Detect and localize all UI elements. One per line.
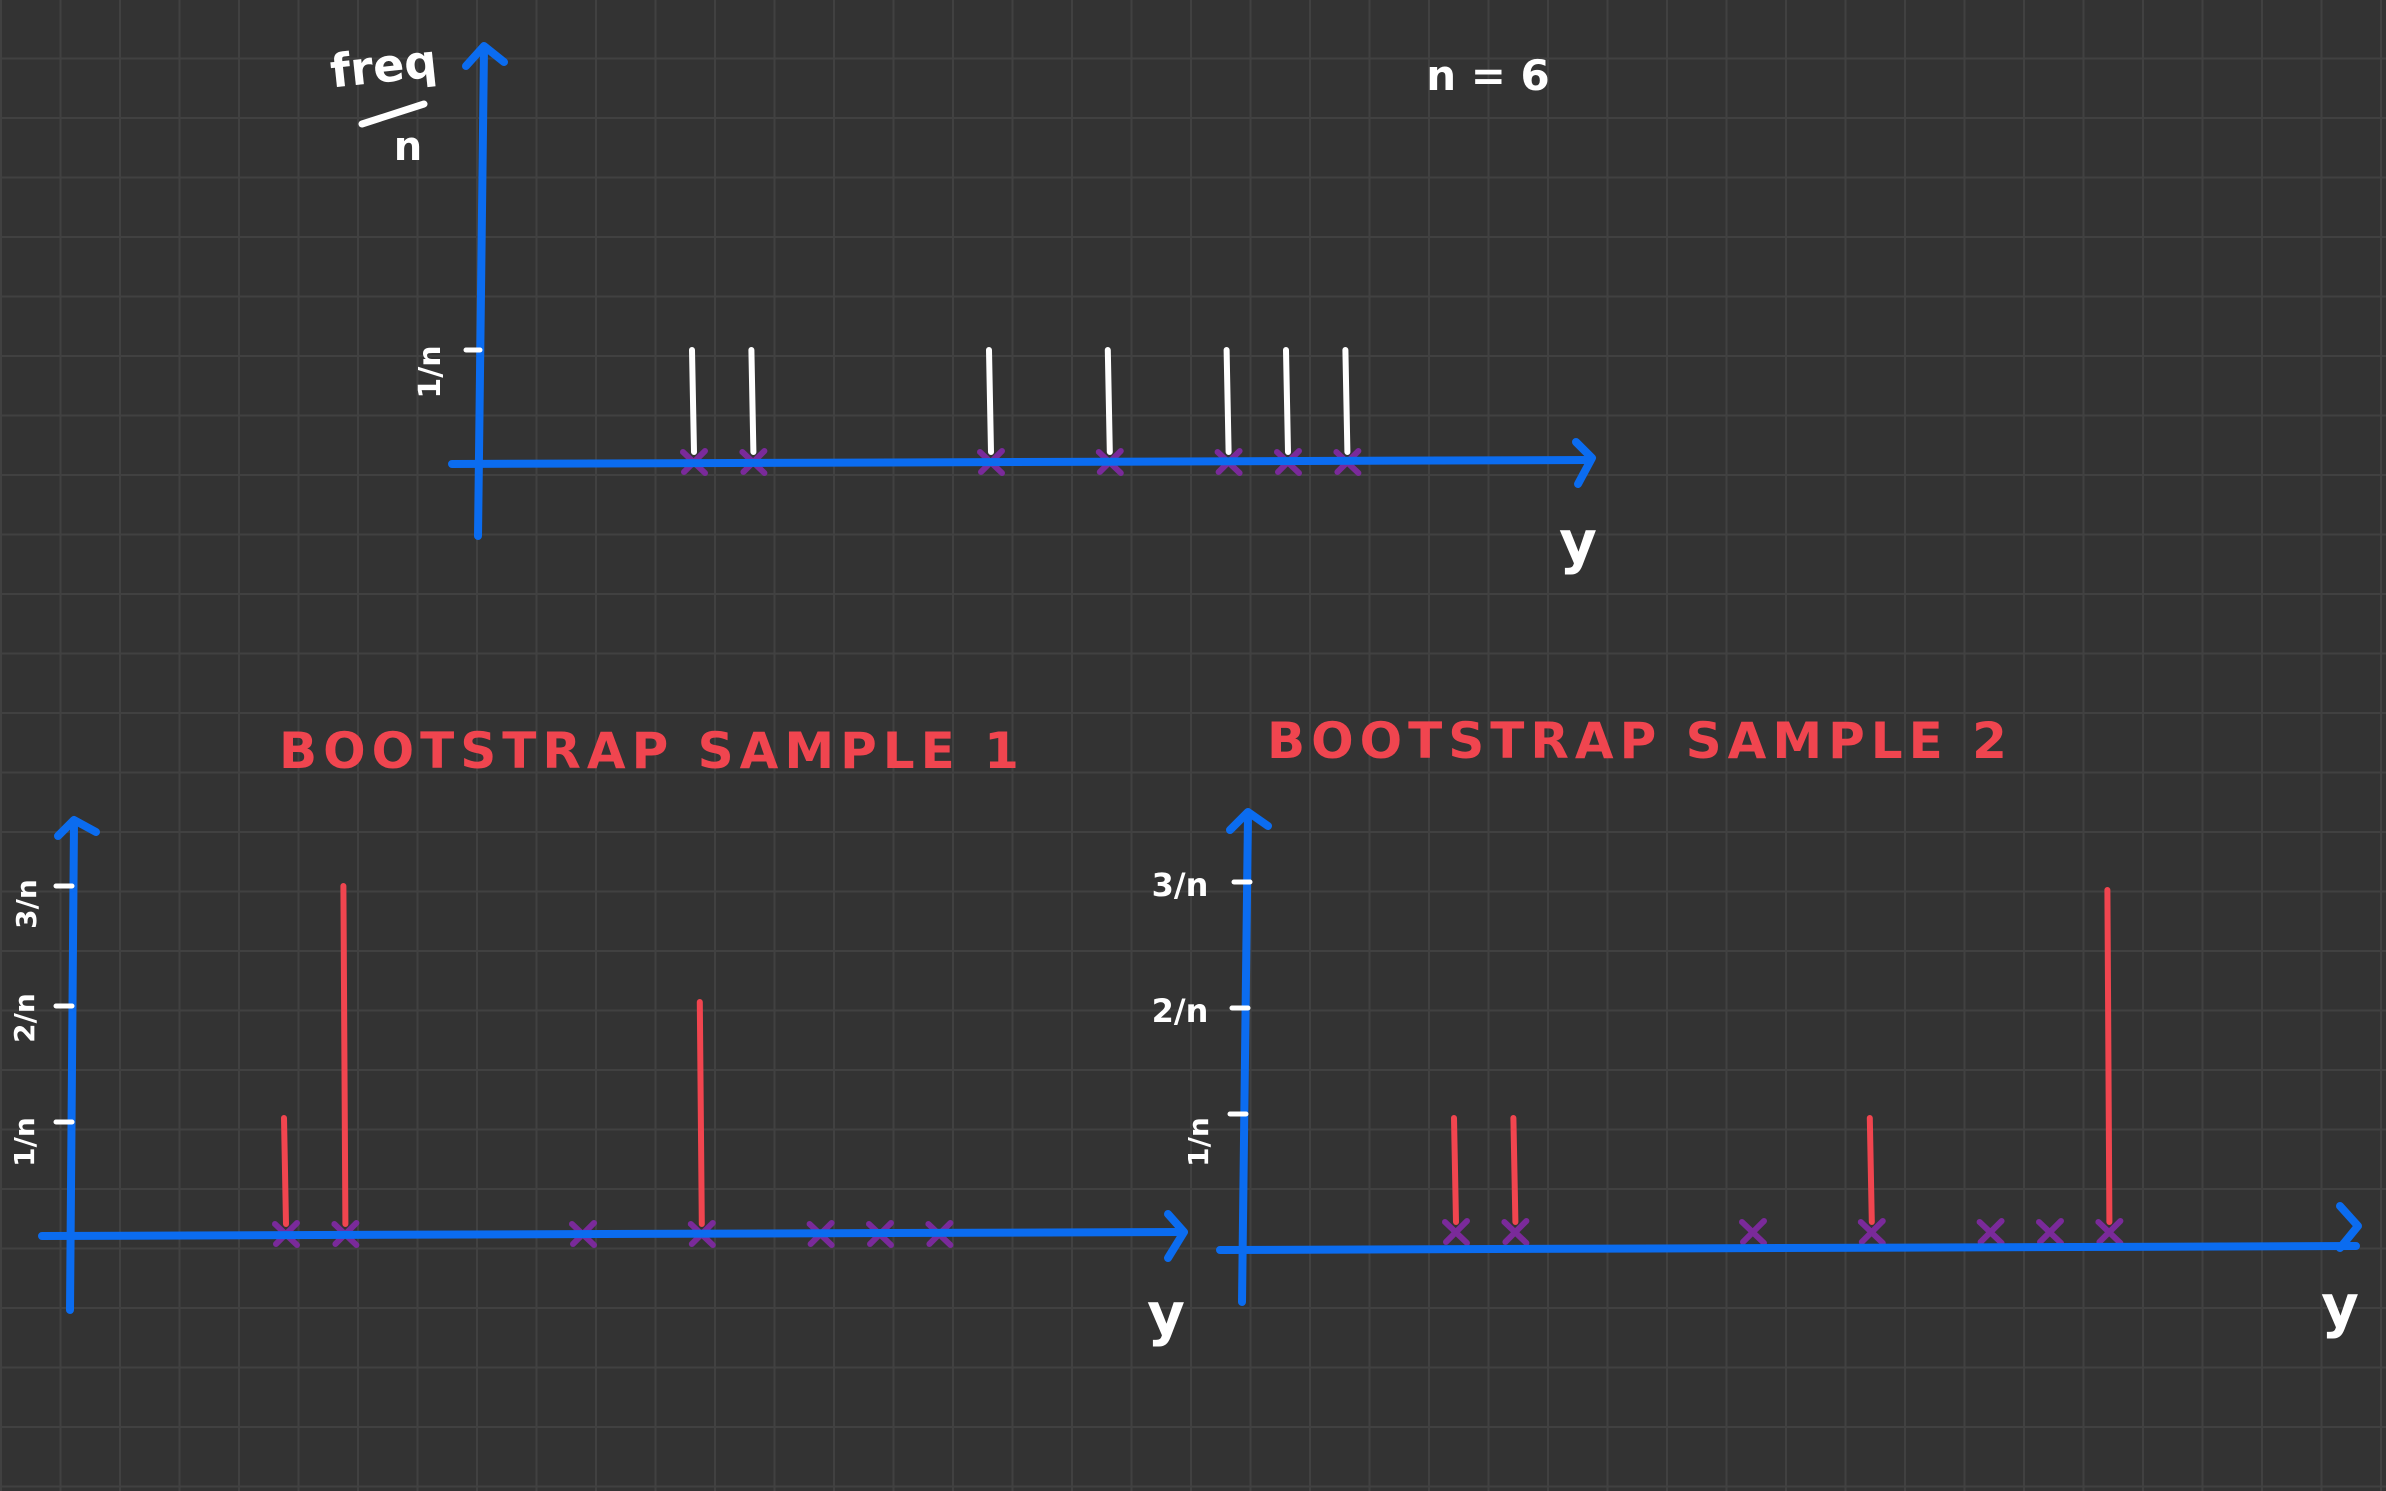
- svg-text:1/n: 1/n: [413, 345, 448, 398]
- top-tick-label: 1/n: [413, 345, 448, 398]
- svg-text:3/n: 3/n: [10, 879, 43, 929]
- bootstrap-2-data-marks: [1442, 1218, 2124, 1246]
- svg-text:1/n: 1/n: [1182, 1117, 1215, 1167]
- top-y-axis-arrowhead: [462, 42, 508, 70]
- bootstrap-1-panel: BOOTSTRAP SAMPLE 1 1/n 2/n 3/n y: [8, 722, 1188, 1348]
- bootstrap-1-x-axis-label: y: [1147, 1280, 1185, 1348]
- bootstrap-1-title: BOOTSTRAP SAMPLE 1: [279, 722, 1025, 780]
- top-x-axis: [448, 456, 1594, 468]
- bootstrap-1-y-axis: [66, 818, 78, 1314]
- bootstrap-2-spikes: [1451, 887, 2113, 1225]
- bootstrap-2-spike-4: [2104, 887, 2113, 1225]
- top-spike-5: [1223, 347, 1232, 455]
- bootstrap-1-y-axis-arrowhead: [54, 816, 100, 840]
- bootstrap-2-spike-3: [1866, 1115, 1875, 1225]
- bootstrap-2-x-axis: [1216, 1242, 2360, 1254]
- top-spike-2: [748, 347, 757, 455]
- top-spike-6: [1283, 347, 1291, 455]
- top-panel: 1/n freq n n = 6 y: [328, 34, 1597, 576]
- bootstrap-2-panel: BOOTSTRAP SAMPLE 2 1/n 2/n 3/n y: [1152, 712, 2362, 1340]
- top-x-axis-label: y: [1559, 508, 1597, 576]
- top-y-axis-label-bottom: n: [394, 124, 422, 170]
- bootstrap-1-tick-label-2: 2/n: [8, 993, 41, 1043]
- sample-size-label: n = 6: [1426, 51, 1550, 100]
- top-spike-7: [1342, 347, 1351, 455]
- top-y-axis-label-top: freq: [328, 34, 440, 99]
- bootstrap-2-tick-label-2: 2/n: [1152, 992, 1209, 1030]
- bootstrap-2-data-mark-4: [1857, 1218, 1886, 1246]
- bootstrap-1-spike-2: [340, 883, 349, 1227]
- top-y-axis-label-fraction-bar: [358, 100, 428, 128]
- svg-text:2/n: 2/n: [8, 993, 41, 1043]
- bootstrap-2-title: BOOTSTRAP SAMPLE 2: [1267, 712, 2013, 770]
- bootstrap-2-x-axis-arrowhead: [2336, 1202, 2362, 1252]
- bootstrap-2-x-axis-label: y: [2321, 1272, 2359, 1340]
- bootstrap-1-x-axis-arrowhead: [1164, 1210, 1188, 1262]
- bootstrap-1-spikes: [281, 883, 705, 1227]
- bootstrap-2-data-mark-5: [1976, 1218, 2005, 1246]
- bootstrap-2-data-mark-1: [1442, 1218, 1470, 1246]
- bootstrap-1-spike-3: [696, 999, 705, 1227]
- top-spikes: [689, 347, 1351, 455]
- bootstrap-1-x-axis: [38, 1228, 1186, 1240]
- bootstrap-2-y-axis-arrowhead: [1226, 808, 1272, 834]
- bootstrap-2-spike-2: [1510, 1115, 1519, 1225]
- top-spike-3: [986, 347, 994, 455]
- bootstrap-2-y-axis: [1238, 810, 1252, 1306]
- top-spike-1: [689, 347, 697, 455]
- top-y-axis: [474, 44, 488, 540]
- bootstrap-2-tick-label-3: 3/n: [1152, 866, 1209, 904]
- bootstrap-1-tick-label-1: 1/n: [8, 1117, 41, 1167]
- top-x-axis-arrowhead: [1572, 438, 1596, 488]
- bootstrap-2-tick-label-1: 1/n: [1182, 1117, 1215, 1167]
- bootstrap-1-tick-label-3: 3/n: [10, 879, 43, 929]
- bootstrap-2-data-mark-2: [1501, 1218, 1530, 1246]
- top-spike-4: [1104, 347, 1113, 455]
- bootstrap-2-data-mark-6: [2036, 1218, 2064, 1246]
- svg-text:1/n: 1/n: [8, 1117, 41, 1167]
- bootstrap-2-data-mark-7: [2095, 1218, 2124, 1246]
- bootstrap-1-spike-1: [281, 1115, 289, 1227]
- bootstrap-2-data-mark-3: [1739, 1218, 1767, 1246]
- bootstrap-2-spike-1: [1451, 1115, 1459, 1225]
